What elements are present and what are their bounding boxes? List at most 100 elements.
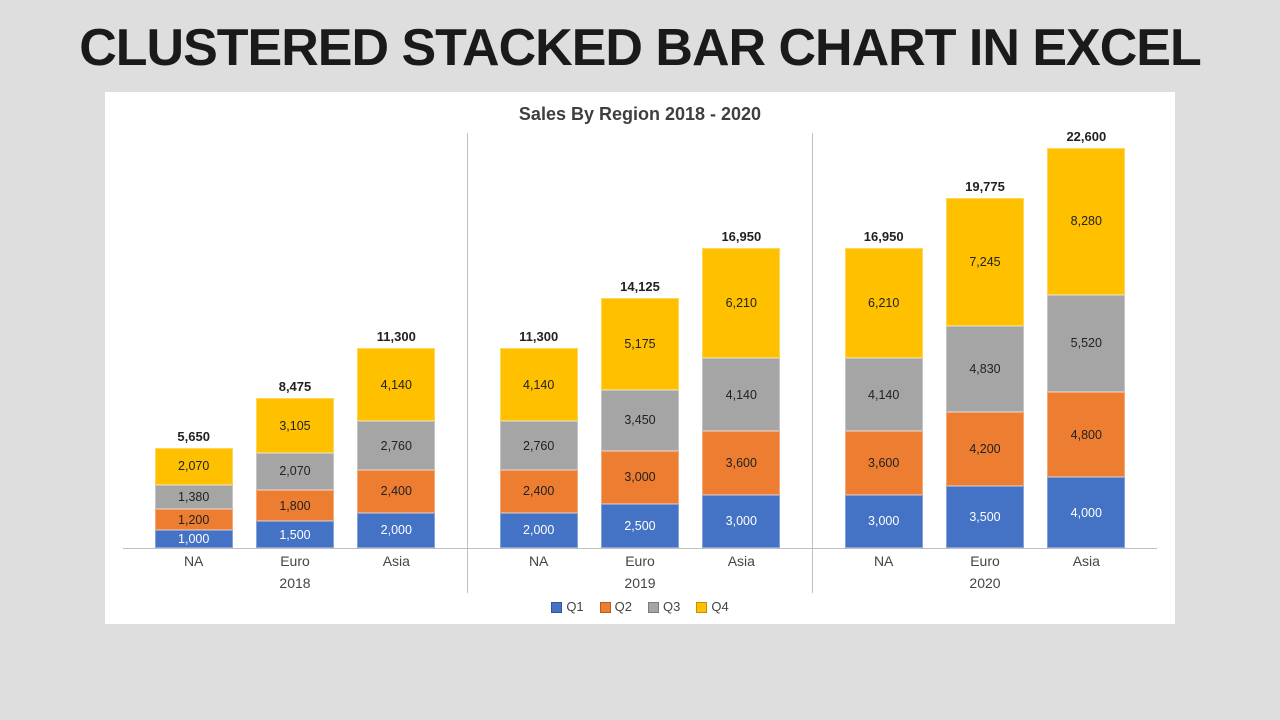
legend-item-q2: Q2 [600,599,632,614]
segment-q4: 8,280 [1047,148,1125,295]
year-label: 2018 [123,569,467,593]
bar-total-label: 19,775 [965,179,1005,194]
bar-stack: 4,0004,8005,5208,280 [1047,148,1125,548]
bar-stack: 2,0002,4002,7604,140 [357,348,435,548]
bar-total-label: 16,950 [864,229,904,244]
segment-q3: 1,380 [155,485,233,509]
segment-q1: 3,000 [845,495,923,548]
segment-q2: 4,800 [1047,392,1125,477]
bar-stack: 3,0003,6004,1406,210 [845,248,923,548]
legend-label: Q1 [566,599,583,614]
segment-q4: 4,140 [500,348,578,421]
legend-swatch [551,602,562,613]
region-label: Euro [934,553,1035,569]
segment-q1: 3,500 [946,486,1024,548]
segment-q1: 1,000 [155,530,233,548]
segment-q3: 3,450 [601,390,679,451]
cluster-2018: 5,6501,0001,2001,3802,0708,4751,5001,800… [123,133,467,593]
legend-item-q1: Q1 [551,599,583,614]
segment-q4: 4,140 [357,348,435,421]
cluster-bars: 5,6501,0001,2001,3802,0708,4751,5001,800… [123,133,467,549]
bar-2020-Asia: 22,600 4,0004,8005,5208,280 [1036,129,1137,548]
segment-q2: 2,400 [357,470,435,512]
cluster-2020: 16,950 3,0003,6004,1406,210 19,775 3,5004,2… [812,133,1157,593]
bar-2020-Euro: 19,775 3,5004,2004,8307,245 [934,179,1035,548]
bar-stack: 3,0003,6004,1406,210 [702,248,780,548]
bar-total-label: 11,300 [519,329,558,344]
segment-q2: 3,600 [845,431,923,495]
legend-label: Q4 [711,599,728,614]
region-label: Asia [1036,553,1137,569]
year-label: 2019 [468,569,812,593]
segment-q2: 3,000 [601,451,679,504]
bar-2019-NA: 11,300 2,0002,4002,7604,140 [488,329,589,548]
bar-stack: 2,5003,0003,4505,175 [601,298,679,548]
region-label: Asia [691,553,792,569]
legend-item-q4: Q4 [696,599,728,614]
segment-q4: 6,210 [702,248,780,358]
segment-q4: 6,210 [845,248,923,358]
chart-legend: Q1 Q2 Q3 Q4 [123,593,1157,614]
region-labels: NAEuroAsia [123,549,467,569]
segment-q1: 4,000 [1047,477,1125,548]
region-label: Asia [346,553,447,569]
segment-q3: 5,520 [1047,295,1125,393]
segment-q3: 4,830 [946,326,1024,411]
segment-q1: 2,000 [500,513,578,548]
segment-q3: 4,140 [845,358,923,431]
bar-2018-Euro: 8,475 1,5001,8002,0703,105 [244,379,345,548]
segment-q3: 4,140 [702,358,780,431]
region-label: NA [833,553,934,569]
segment-q1: 1,500 [256,521,334,548]
bar-2019-Asia: 16,950 3,0003,6004,1406,210 [691,229,792,548]
segment-q3: 2,070 [256,453,334,490]
year-label: 2020 [813,569,1157,593]
region-labels: NAEuroAsia [468,549,812,569]
legend-label: Q2 [615,599,632,614]
segment-q2: 4,200 [946,412,1024,486]
region-label: NA [488,553,589,569]
cluster-bars: 11,3002,0002,4002,7604,14014,1252,5003,0… [468,133,812,549]
segment-q3: 2,760 [357,421,435,470]
segment-q4: 3,105 [256,398,334,453]
legend-item-q3: Q3 [648,599,680,614]
segment-q1: 2,000 [357,513,435,548]
legend-swatch [648,602,659,613]
bar-2020-NA: 16,950 3,0003,6004,1406,210 [833,229,934,548]
legend-swatch [696,602,707,613]
bar-2018-Asia: 11,300 2,0002,4002,7604,140 [346,329,447,548]
legend-label: Q3 [663,599,680,614]
chart-card: Sales By Region 2018 - 2020 5,6501,0001,… [105,92,1175,624]
bar-total-label: 5,650 [177,429,210,444]
segment-q4: 2,070 [155,448,233,485]
segment-q4: 5,175 [601,298,679,390]
page-title: CLUSTERED STACKED BAR CHART IN EXCEL [0,0,1280,92]
legend-swatch [600,602,611,613]
bar-stack: 3,5004,2004,8307,245 [946,198,1024,548]
region-label: Euro [589,553,690,569]
region-labels: NAEuroAsia [813,549,1157,569]
segment-q1: 2,500 [601,504,679,548]
segment-q3: 2,760 [500,421,578,470]
bar-2018-NA: 5,650 1,0001,2001,3802,070 [143,429,244,548]
bar-total-label: 14,125 [620,279,660,294]
bar-total-label: 8,475 [279,379,312,394]
cluster-bars: 16,950 3,0003,6004,1406,210 19,775 3,5004,2… [813,133,1157,549]
bar-total-label: 11,300 [377,329,416,344]
bar-stack: 1,5001,8002,0703,105 [256,398,334,548]
segment-q2: 3,600 [702,431,780,495]
chart-title: Sales By Region 2018 - 2020 [123,104,1157,125]
cluster-2019: 11,3002,0002,4002,7604,14014,1252,5003,0… [467,133,812,593]
bar-total-label: 22,600 [1066,129,1106,144]
bar-2019-Euro: 14,125 2,5003,0003,4505,175 [589,279,690,548]
segment-q2: 1,800 [256,490,334,522]
segment-q1: 3,000 [702,495,780,548]
region-label: NA [143,553,244,569]
segment-q2: 1,200 [155,509,233,530]
bar-stack: 2,0002,4002,7604,140 [500,348,578,548]
segment-q4: 7,245 [946,198,1024,326]
bar-stack: 1,0001,2001,3802,070 [155,448,233,548]
chart-plot: 5,6501,0001,2001,3802,0708,4751,5001,800… [123,133,1157,593]
bar-total-label: 16,950 [721,229,761,244]
segment-q2: 2,400 [500,470,578,512]
